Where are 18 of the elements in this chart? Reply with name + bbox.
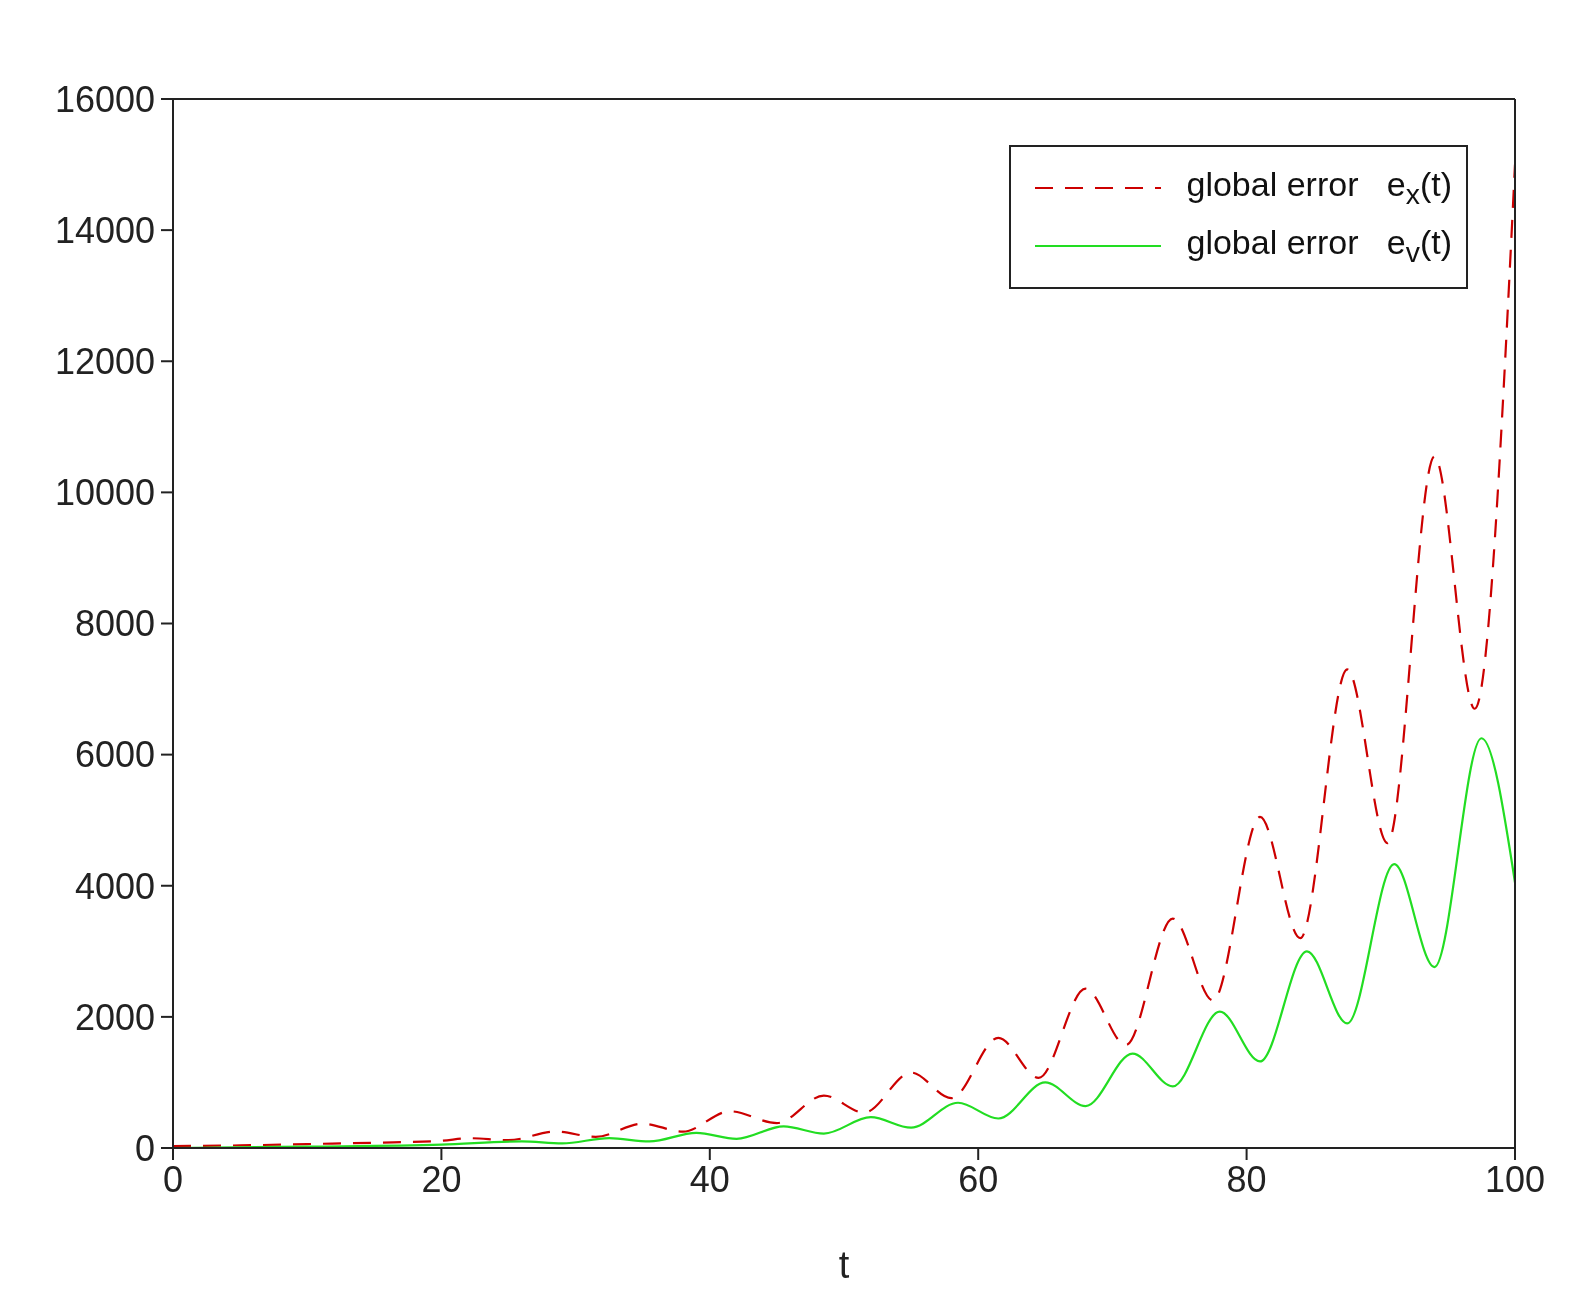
x-axis-title: t [838,1244,850,1286]
legend-label: global error e$_{x}$(t) [1186,165,1452,211]
legend-label: global error e$_{v}$(t) [1186,223,1452,269]
x-tick-label: 20 [421,1158,462,1200]
x-tick-label: 40 [689,1158,730,1200]
y-tick-label: 6000 [74,734,155,776]
y-tick-label: 2000 [74,996,155,1038]
x-tick-label: 0 [162,1158,184,1200]
y-tick-label: 12000 [54,341,155,383]
y-tick-label: 14000 [54,209,155,251]
x-tick-label: 60 [958,1158,999,1200]
x-tick-label: 100 [1484,1158,1546,1200]
y-tick-label: 8000 [74,603,155,645]
y-tick-label: 4000 [74,865,155,907]
x-tick-label: 80 [1226,1158,1267,1200]
y-tick-label: 16000 [54,78,155,120]
y-tick-label: 0 [134,1127,155,1169]
y-tick-label: 10000 [54,472,155,514]
